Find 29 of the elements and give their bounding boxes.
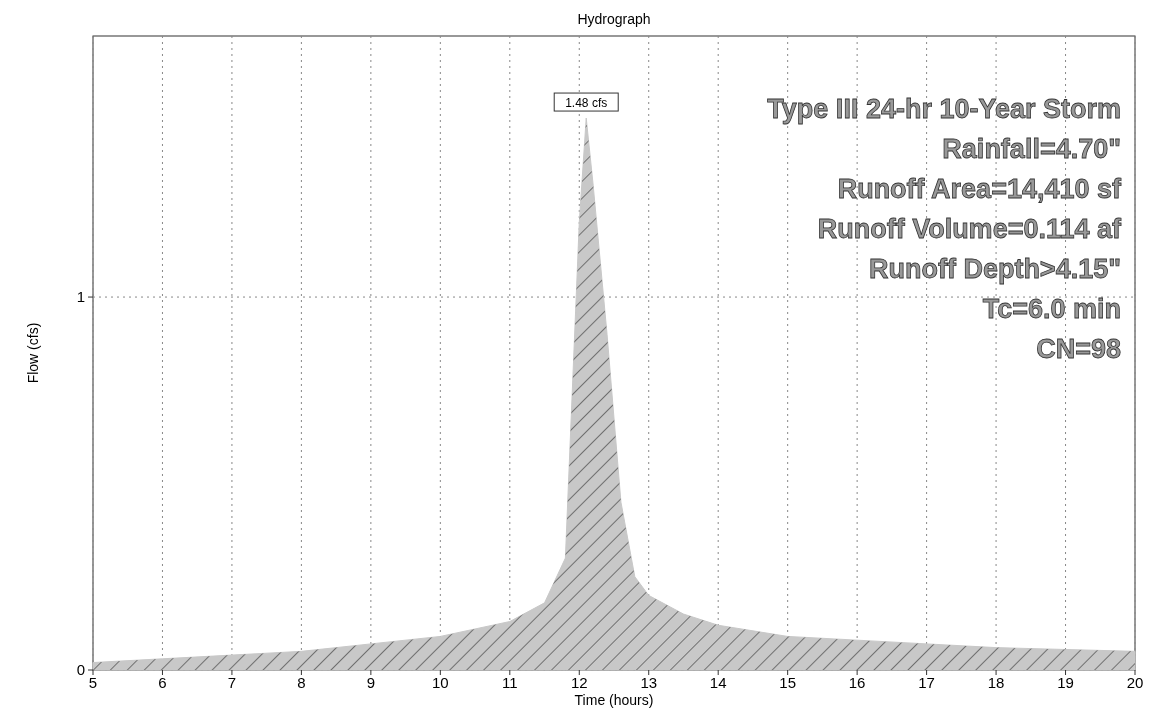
x-tick-label: 13 bbox=[640, 674, 658, 691]
x-tick-label: 9 bbox=[366, 674, 376, 691]
x-tick-label: 6 bbox=[158, 674, 167, 691]
x-tick-label: 15 bbox=[779, 674, 797, 691]
x-tick-label: 20 bbox=[1126, 674, 1144, 691]
annotation: CN=98 bbox=[1036, 334, 1121, 364]
annotation: Runoff Volume=0.114 af bbox=[817, 214, 1123, 244]
x-tick-label: 19 bbox=[1057, 674, 1074, 691]
annotation: 1.48 cfs bbox=[565, 96, 608, 111]
annotation: Type III 24-hr 10-Year Storm bbox=[767, 94, 1121, 124]
chart-title: Hydrograph bbox=[577, 11, 651, 27]
x-tick-label: 12 bbox=[570, 674, 588, 691]
x-tick-label: 17 bbox=[918, 674, 935, 691]
x-axis-title: Time (hours) bbox=[574, 692, 654, 708]
annotation: Runoff Area=14,410 sf bbox=[837, 174, 1122, 204]
y-tick-label: 0 bbox=[76, 661, 85, 678]
x-tick-label: 8 bbox=[297, 674, 306, 691]
y-axis-title: Flow (cfs) bbox=[25, 322, 41, 384]
x-tick-label: 10 bbox=[431, 674, 449, 691]
x-tick-label: 7 bbox=[227, 674, 237, 691]
x-tick-label: 16 bbox=[848, 674, 866, 691]
x-tick-label: 14 bbox=[709, 674, 727, 691]
x-tick-label: 5 bbox=[88, 674, 98, 691]
annotation: Rainfall=4.70" bbox=[942, 134, 1121, 164]
y-tick-label: 1 bbox=[76, 288, 85, 306]
x-tick-label: 11 bbox=[502, 674, 518, 691]
x-tick-label: 18 bbox=[987, 674, 1005, 691]
annotation: Tc=6.0 min bbox=[982, 294, 1121, 324]
annotation: Runoff Depth>4.15" bbox=[868, 254, 1121, 284]
